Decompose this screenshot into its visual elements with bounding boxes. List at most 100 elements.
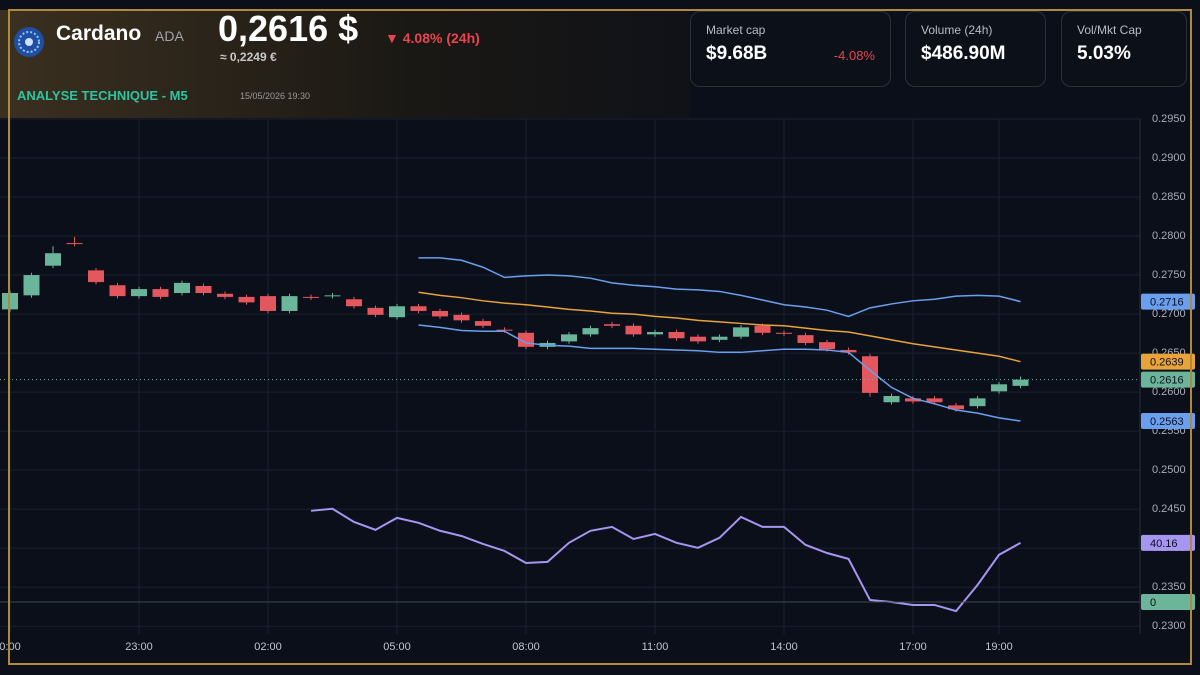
stat-card: Volume (24h) $486.90M [905,11,1046,87]
coin-name: Cardano [56,22,142,45]
candle-body [238,296,255,303]
candle-body [174,282,190,294]
candle-body [410,306,427,311]
x-tick-label: 23:00 [125,641,153,653]
candle-body [647,332,663,335]
y-tick-label: 0.2950 [1152,113,1186,125]
price-badge [1141,594,1195,610]
candle-body [604,324,620,326]
candle-body [991,384,1007,392]
price-badge-label: 0.2716 [1150,296,1184,308]
indicator-line [418,324,1021,422]
candle-body [776,332,792,334]
y-tick-label: 0.2600 [1152,386,1186,398]
candle-body [496,329,513,331]
x-tick-label: 19:00 [985,641,1013,653]
x-tick-label: 0:00 [0,641,21,653]
price: 0,2616 $ [218,8,359,49]
candle-body [948,405,964,410]
price-badge-label: 0.2639 [1150,357,1184,369]
header-panel [0,10,690,118]
price-badge-label: 40.16 [1150,538,1178,550]
x-tick-label: 08:00 [512,641,540,653]
stat-value: $486.90M [921,43,1006,64]
price-badge-label: 0.2563 [1150,416,1184,428]
y-tick-label: 0.2750 [1152,269,1186,281]
candle-body [475,321,491,326]
price-change: ▼ 4.08% (24h) [385,30,480,46]
stat-value: 5.03% [1077,43,1131,64]
candle-body [281,296,298,311]
frame [8,9,1192,665]
y-tick-label: 0.2850 [1152,191,1186,203]
y-tick-label: 0.2350 [1152,581,1186,593]
price-badge-label: 0.2616 [1150,375,1184,387]
candle-body [260,296,276,311]
indicator-line [418,257,1021,318]
candle-body [754,325,771,333]
candle-body [389,306,405,318]
price-badge [1141,371,1195,388]
candle-body [840,349,857,353]
x-tick-label: 02:00 [254,641,282,653]
price-badge-label: 0 [1150,597,1156,609]
stat-label: Vol/Mkt Cap [1077,23,1142,37]
candle-body [1012,379,1029,386]
candle-body [324,295,341,297]
candle-body [582,328,599,335]
candle-body [131,289,147,297]
stat-card: Vol/Mkt Cap 5.03% [1061,11,1187,87]
indicator-line [310,507,1021,613]
stat-value: $9.68B [706,43,768,64]
stat-label: Market cap [706,23,766,37]
candle-body [711,336,728,340]
y-tick-label: 0.2900 [1152,152,1186,164]
candle-body [152,289,169,297]
y-tick-label: 0.2450 [1152,503,1186,515]
candle-body [797,335,814,343]
price-badge [1141,293,1195,310]
x-tick-label: 14:00 [770,641,798,653]
candle-body [733,327,749,337]
y-tick-label: 0.2800 [1152,230,1186,242]
y-tick-label: 0.2700 [1152,308,1186,320]
candle-body [303,296,319,298]
logo [14,27,44,57]
stat-change: -4.08% [833,48,875,63]
candle-body [905,398,921,402]
candle-body [432,310,448,317]
y-tick-label: 0.2300 [1152,620,1186,632]
candle-body [883,396,900,403]
y-tick-label: 0.2500 [1152,464,1186,476]
candle-body [690,336,706,342]
candle-body [367,307,384,315]
price-badge [1141,412,1195,429]
timestamp: 15/05/2026 19:30 [240,91,311,101]
candle-body [969,398,986,407]
candle-body [346,299,362,307]
stat-card: Market cap $9.68B -4.08% [690,11,891,87]
plot: 0.23000.23500.24000.24500.25000.25500.26… [0,113,1195,653]
candle-body [45,253,61,266]
stat-label: Volume (24h) [921,23,993,37]
price-badge [1141,534,1195,551]
x-tick-label: 11:00 [642,641,669,653]
candle-body [66,243,83,245]
price-badge [1141,353,1195,370]
candle-body [195,285,212,294]
price-eur: ≈ 0,2249 € [220,50,277,64]
candle-body [217,293,233,297]
indicator-line [418,291,1021,363]
subtitle: ANALYSE TECHNIQUE - M5 [17,88,188,103]
candle-body [109,285,126,297]
candle-body [453,314,470,321]
coin-symbol: ADA [155,28,184,44]
x-tick-label: 05:00 [383,641,411,653]
candle-body [819,342,835,350]
x-tick-label: 17:00 [899,641,927,653]
candle-body [926,398,943,403]
candle-body [561,334,577,342]
candle-body [668,332,685,339]
